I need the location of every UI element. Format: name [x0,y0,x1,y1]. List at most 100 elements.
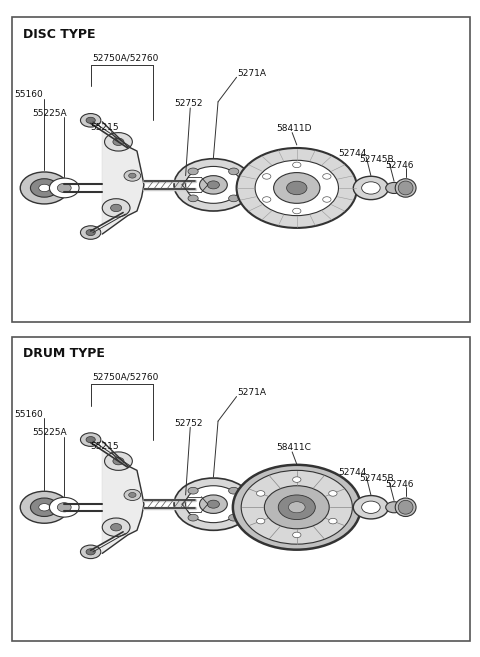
Circle shape [113,138,124,145]
Circle shape [228,195,239,202]
Circle shape [182,495,208,513]
Circle shape [256,491,265,496]
Text: 55225A: 55225A [32,108,66,118]
Ellipse shape [395,498,416,516]
Text: DISC TYPE: DISC TYPE [24,28,96,41]
Circle shape [228,168,239,175]
Circle shape [124,489,141,501]
Text: 52745B: 52745B [360,155,394,164]
Circle shape [186,166,241,203]
Circle shape [86,229,96,236]
Polygon shape [102,441,144,553]
Circle shape [174,159,253,211]
Circle shape [188,487,198,494]
Text: 52744: 52744 [338,148,367,158]
Circle shape [264,486,329,529]
Circle shape [81,114,101,127]
Text: 52750A/52760: 52750A/52760 [92,373,158,382]
Circle shape [129,493,136,497]
Circle shape [39,503,50,511]
Circle shape [293,477,301,482]
Circle shape [86,436,96,443]
Circle shape [129,173,136,178]
Text: 55215: 55215 [91,123,120,132]
Circle shape [329,518,337,524]
Circle shape [113,457,124,464]
Circle shape [49,178,79,198]
Text: 55215: 55215 [91,442,120,451]
Circle shape [241,470,352,544]
Text: 5271A: 5271A [238,69,266,78]
Circle shape [20,491,69,523]
Polygon shape [102,122,144,234]
Circle shape [105,133,132,151]
Circle shape [86,549,96,555]
Text: 52744: 52744 [338,468,367,477]
Text: 5271A: 5271A [238,388,266,397]
Circle shape [263,173,271,179]
Circle shape [329,491,337,496]
Circle shape [323,196,331,202]
Circle shape [293,532,301,537]
Circle shape [233,464,360,550]
Circle shape [188,195,198,202]
Circle shape [81,226,101,239]
Text: 52745B: 52745B [360,474,394,484]
Text: 52746: 52746 [385,480,413,489]
Circle shape [110,204,122,212]
Circle shape [207,181,219,189]
Circle shape [81,545,101,558]
Circle shape [49,497,79,517]
Circle shape [293,208,301,214]
Circle shape [274,173,320,203]
Circle shape [353,495,388,519]
Circle shape [30,179,58,197]
Circle shape [256,518,265,524]
Ellipse shape [398,181,413,195]
Ellipse shape [398,501,413,514]
Circle shape [188,514,198,521]
Circle shape [361,501,380,513]
Circle shape [353,176,388,200]
Circle shape [263,196,271,202]
Circle shape [386,183,402,194]
Circle shape [200,175,228,194]
Circle shape [323,173,331,179]
Circle shape [228,487,239,494]
Circle shape [86,117,96,124]
Circle shape [228,514,239,521]
Circle shape [20,172,69,204]
Text: 55160: 55160 [14,90,43,99]
Circle shape [105,452,132,470]
FancyBboxPatch shape [12,336,470,641]
Circle shape [110,524,122,531]
Circle shape [361,182,380,194]
Ellipse shape [395,179,416,197]
Circle shape [386,502,402,513]
Text: 52750A/52760: 52750A/52760 [92,53,158,62]
Text: 55225A: 55225A [32,428,66,437]
Circle shape [174,478,253,530]
Circle shape [182,176,208,194]
Circle shape [200,495,228,513]
Circle shape [188,168,198,175]
Circle shape [124,170,141,181]
Circle shape [102,518,130,537]
Circle shape [39,184,50,192]
Circle shape [186,486,241,522]
Circle shape [278,495,315,520]
Circle shape [237,148,357,228]
Text: DRUM TYPE: DRUM TYPE [24,348,106,361]
Circle shape [81,433,101,446]
Circle shape [288,502,305,513]
FancyBboxPatch shape [12,17,470,322]
Circle shape [57,183,71,193]
Circle shape [102,198,130,217]
Text: 55160: 55160 [14,409,43,419]
Circle shape [293,162,301,168]
Text: 52752: 52752 [174,419,203,428]
Circle shape [255,160,338,215]
Circle shape [207,500,219,508]
Text: 52746: 52746 [385,161,413,170]
Circle shape [287,181,307,194]
